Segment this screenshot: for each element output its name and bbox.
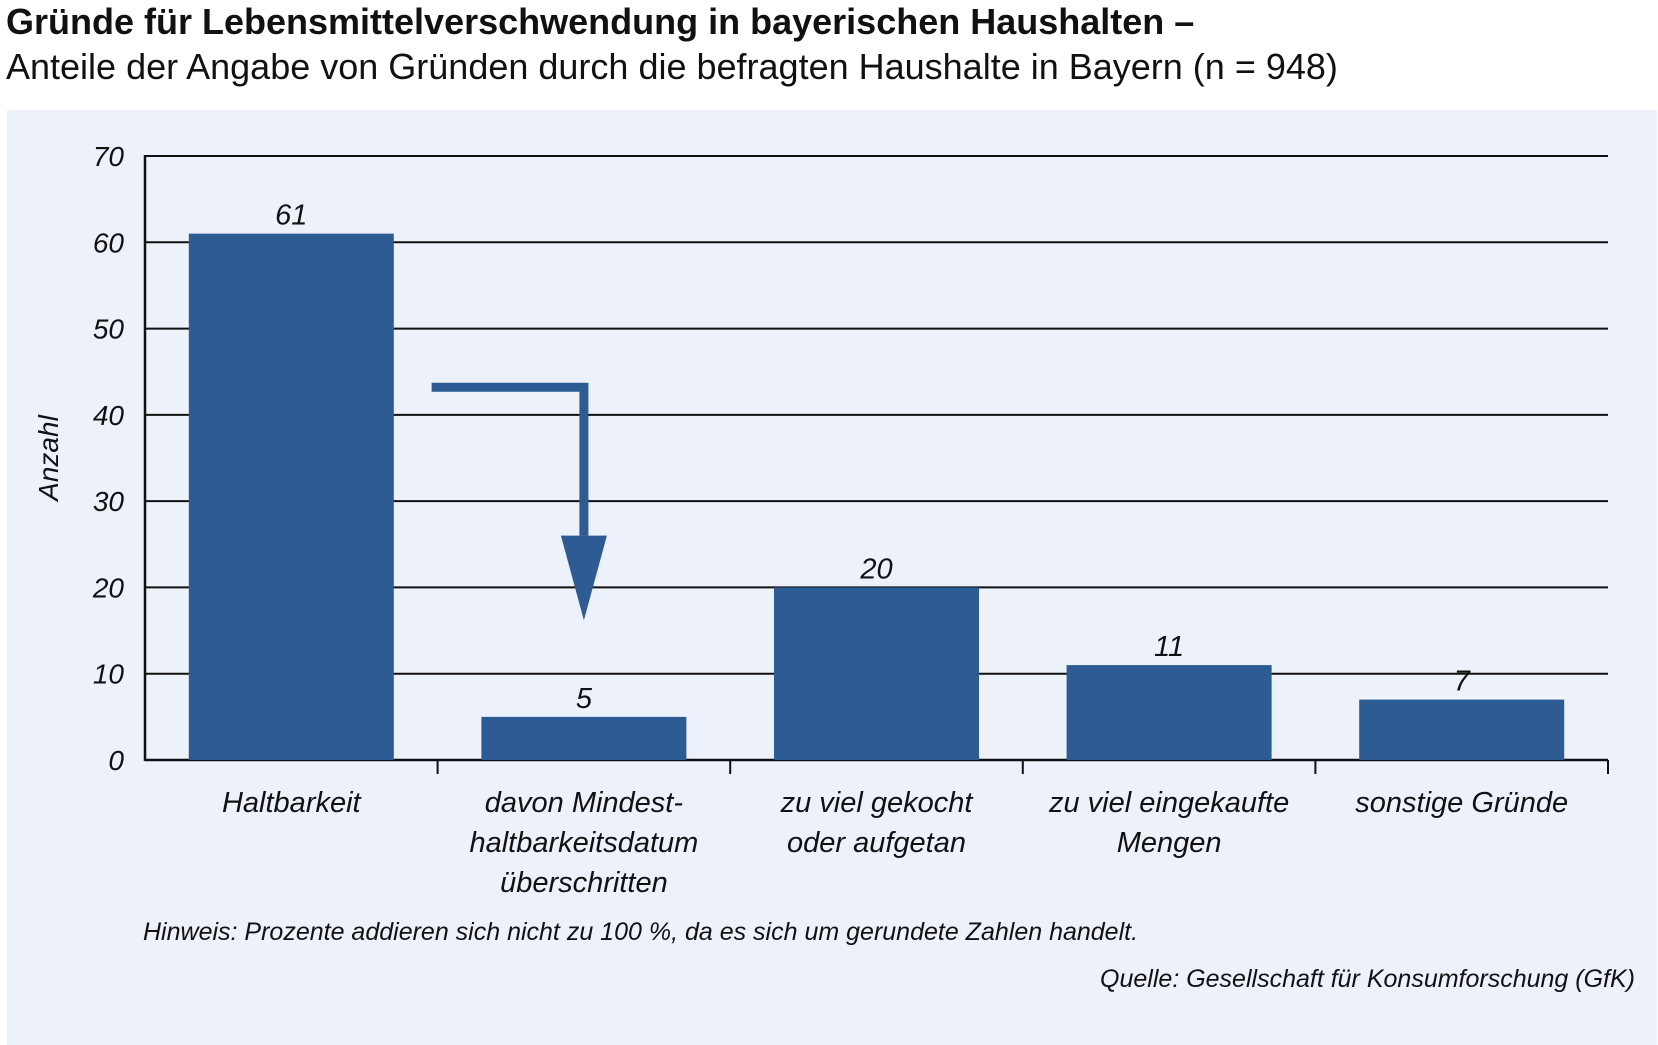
annotation-arrow-head bbox=[560, 535, 607, 621]
category-label: Mengen bbox=[1117, 827, 1222, 859]
category-label: sonstige Gründe bbox=[1355, 787, 1568, 819]
data-label: 11 bbox=[1154, 631, 1184, 663]
category-label: zu viel gekocht bbox=[780, 787, 975, 819]
y-tick-label: 70 bbox=[93, 141, 125, 172]
data-label: 5 bbox=[576, 683, 593, 715]
bar bbox=[188, 233, 394, 760]
category-label: davon Mindest- bbox=[485, 787, 683, 819]
y-tick-label: 40 bbox=[93, 400, 125, 431]
y-tick-label: 50 bbox=[93, 314, 125, 345]
footnote: Hinweis: Prozente addieren sich nicht zu… bbox=[143, 918, 1139, 946]
category-label: oder aufgetan bbox=[787, 827, 966, 859]
category-label: zu viel eingekaufte bbox=[1048, 787, 1289, 819]
source-note: Quelle: Gesellschaft für Konsumforschung… bbox=[1100, 965, 1635, 993]
bar bbox=[774, 587, 979, 760]
title-block: Gründe für Lebensmittelverschwendung in … bbox=[6, 0, 1338, 90]
bar bbox=[1066, 665, 1272, 760]
category-label: haltbarkeitsdatum bbox=[469, 827, 698, 859]
data-label: 61 bbox=[275, 200, 307, 232]
annotation-arrow-line bbox=[431, 382, 589, 536]
y-tick-label: 10 bbox=[93, 659, 125, 690]
category-label: Haltbarkeit bbox=[222, 787, 363, 819]
y-axis-title: Anzahl bbox=[33, 414, 64, 502]
data-label: 20 bbox=[859, 553, 892, 585]
chart-subtitle: Anteile der Angabe von Gründen durch die… bbox=[6, 46, 1338, 87]
bar bbox=[481, 716, 687, 760]
y-tick-label: 60 bbox=[93, 227, 125, 258]
category-label: überschritten bbox=[500, 867, 668, 899]
chart-title: Gründe für Lebensmittelverschwendung in … bbox=[6, 1, 1195, 42]
y-tick-label: 20 bbox=[92, 572, 125, 603]
y-tick-label: 0 bbox=[108, 745, 124, 776]
data-label: 7 bbox=[1454, 666, 1472, 698]
bar bbox=[1359, 699, 1565, 760]
y-tick-label: 30 bbox=[93, 486, 125, 517]
